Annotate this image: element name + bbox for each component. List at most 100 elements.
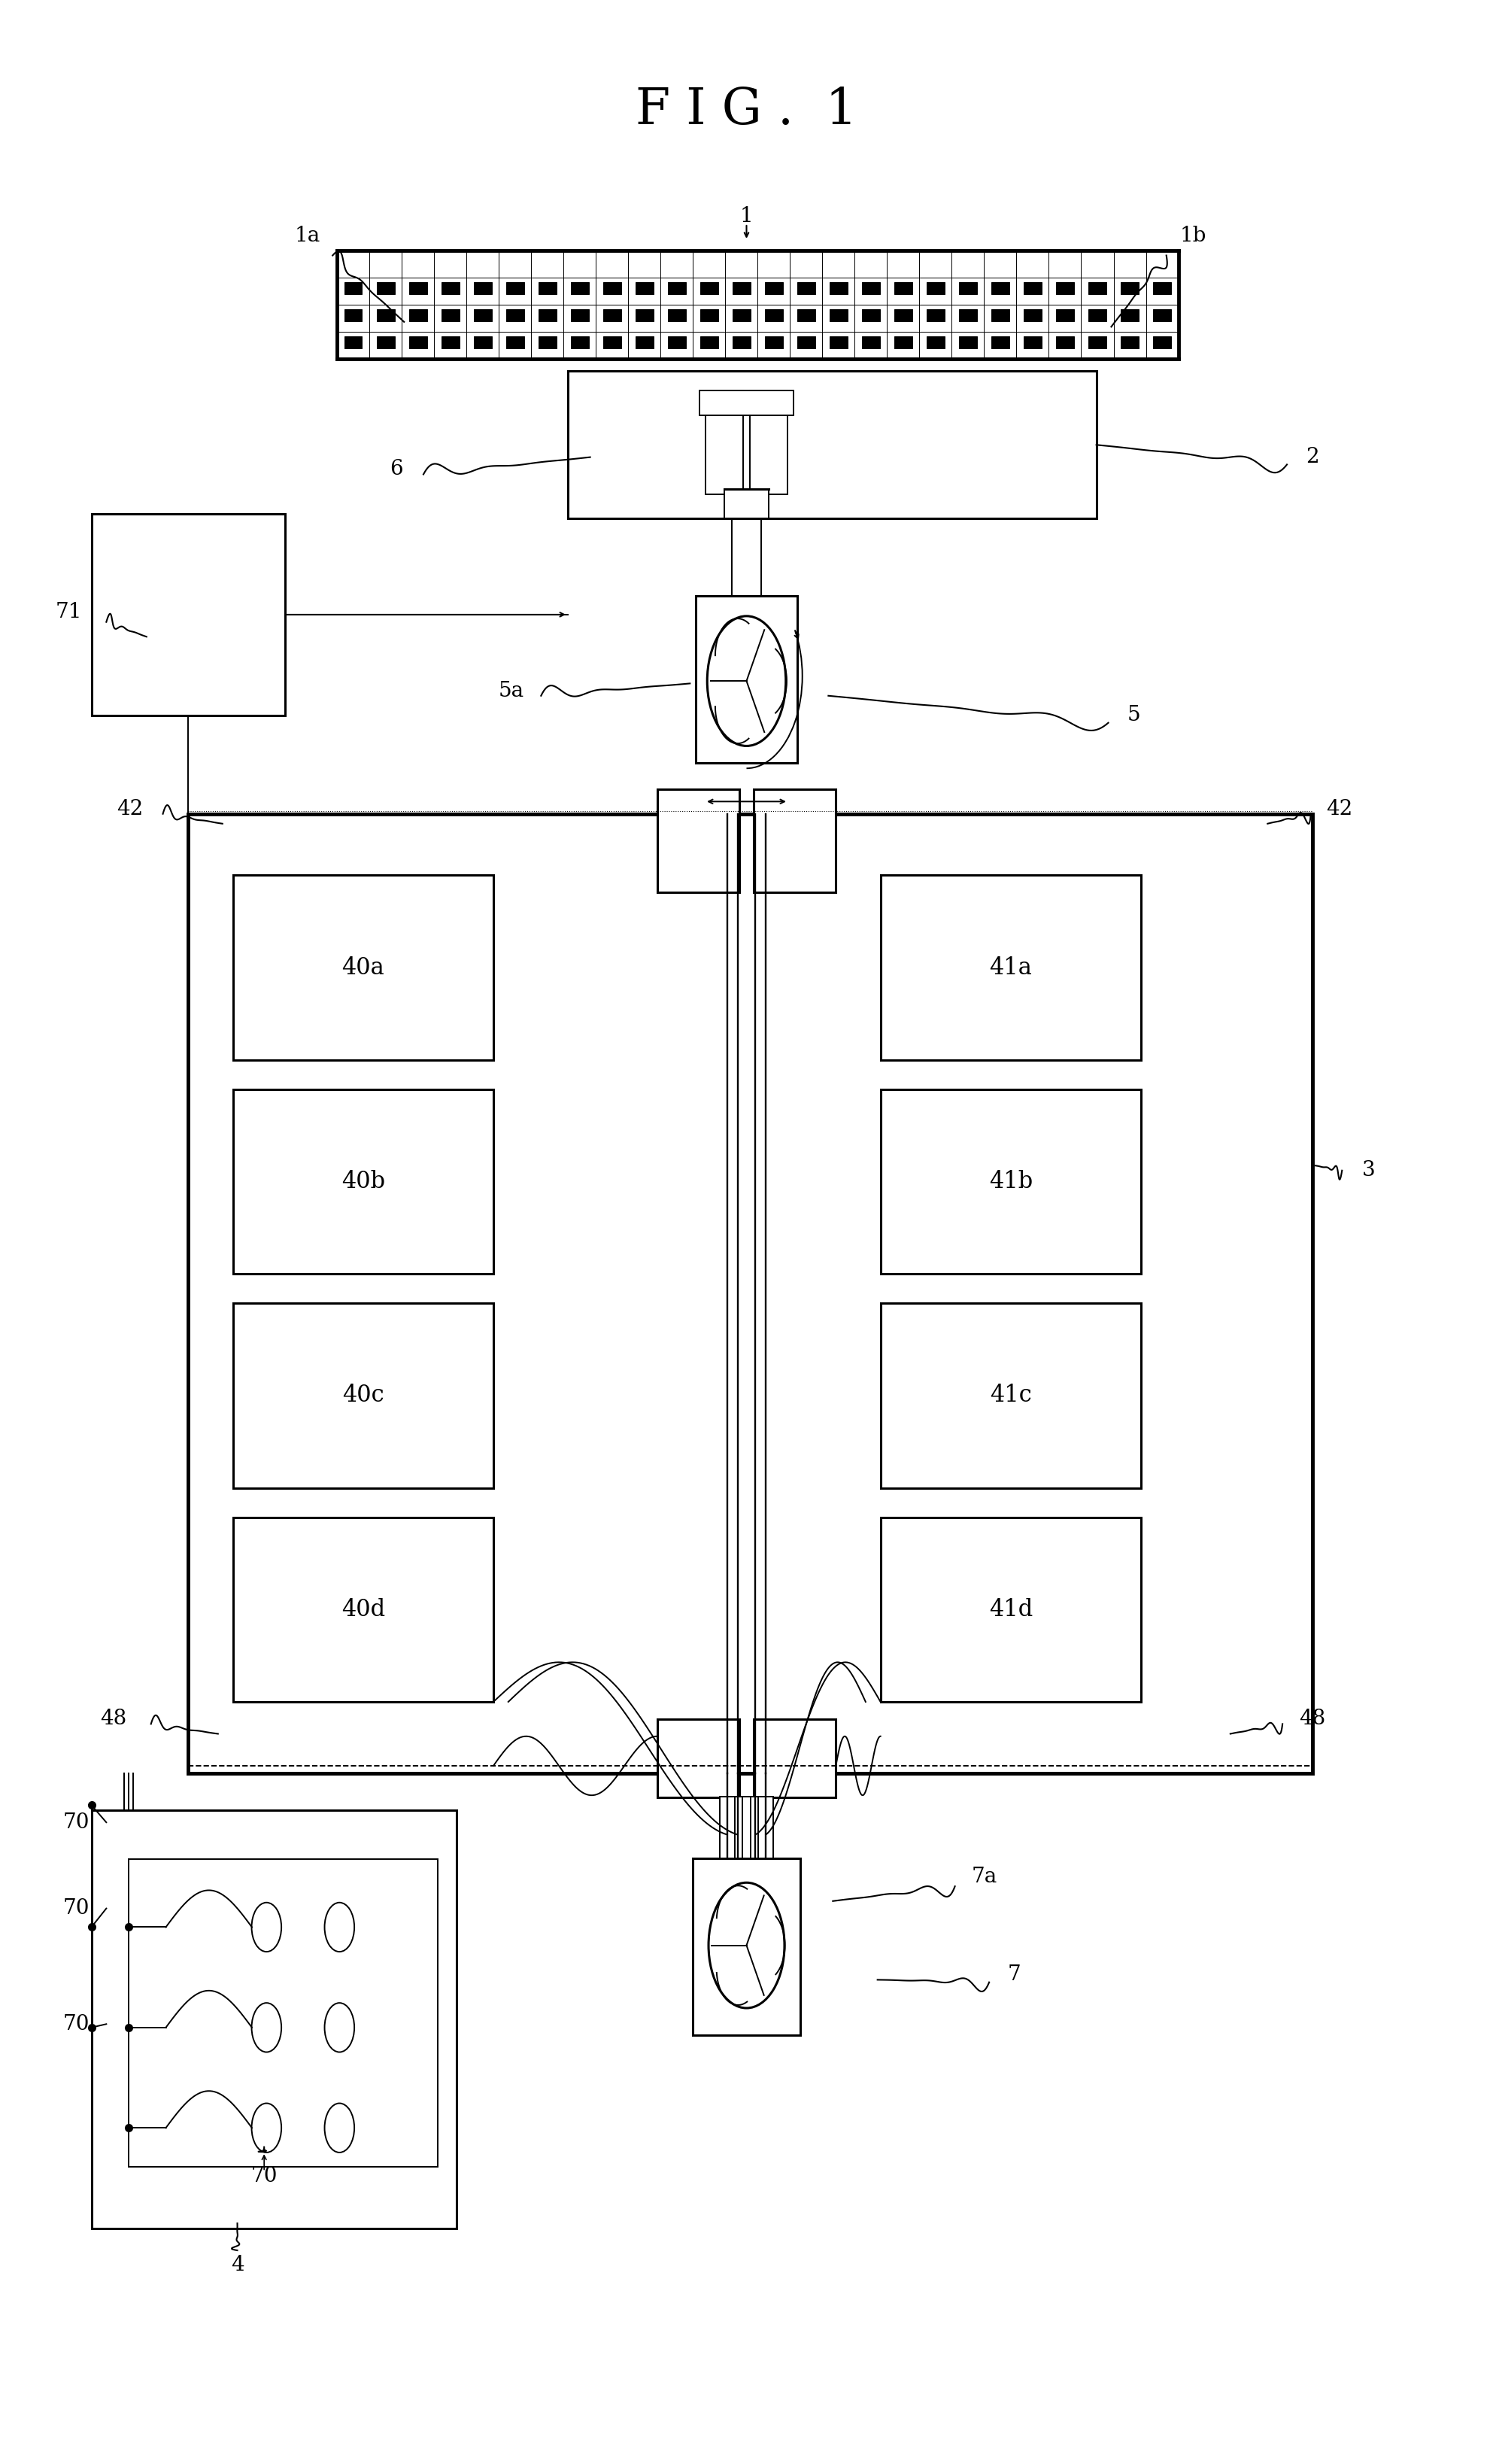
Text: 40b: 40b	[342, 1170, 385, 1193]
Bar	[1153, 310, 1171, 323]
Bar	[706, 392, 744, 495]
Bar	[233, 1518, 493, 1703]
Bar	[1153, 283, 1171, 296]
Text: 41a: 41a	[990, 956, 1032, 978]
Bar	[881, 1089, 1141, 1274]
Bar	[570, 338, 588, 347]
Bar	[1024, 310, 1042, 323]
Bar	[720, 1796, 742, 1858]
Bar	[667, 283, 685, 296]
Bar	[1088, 310, 1106, 323]
Bar	[861, 310, 879, 323]
Bar	[539, 338, 557, 347]
Bar	[506, 338, 524, 347]
Bar	[1056, 283, 1073, 296]
Bar	[442, 310, 460, 323]
Bar	[724, 490, 769, 517]
Text: 42: 42	[116, 798, 143, 818]
Bar	[797, 283, 815, 296]
Bar	[409, 283, 427, 296]
Text: 40d: 40d	[342, 1599, 385, 1621]
Bar	[749, 392, 787, 495]
Bar	[1121, 283, 1139, 296]
Bar	[894, 283, 912, 296]
Bar	[188, 813, 1312, 1774]
Bar	[894, 310, 912, 323]
Bar	[1056, 338, 1073, 347]
Bar	[570, 310, 588, 323]
Bar	[764, 283, 782, 296]
Text: 2: 2	[1305, 446, 1318, 468]
Bar	[700, 338, 718, 347]
Bar	[1088, 338, 1106, 347]
Bar	[1088, 283, 1106, 296]
Bar	[830, 283, 848, 296]
Bar	[751, 1796, 773, 1858]
Bar	[657, 1720, 739, 1799]
Text: 71: 71	[55, 601, 82, 623]
Bar	[409, 338, 427, 347]
Bar	[700, 392, 793, 416]
Bar	[603, 310, 621, 323]
Bar	[567, 372, 1096, 517]
Text: 41c: 41c	[990, 1385, 1032, 1407]
Bar	[506, 310, 524, 323]
Bar	[881, 1518, 1141, 1703]
Bar	[345, 338, 363, 347]
Bar	[830, 338, 848, 347]
Bar	[636, 310, 654, 323]
Bar	[1024, 338, 1042, 347]
Bar	[442, 338, 460, 347]
Text: 5a: 5a	[499, 680, 524, 700]
Bar	[376, 338, 394, 347]
Bar	[1121, 338, 1139, 347]
Bar	[128, 1860, 437, 2166]
Bar	[861, 338, 879, 347]
Bar	[959, 283, 976, 296]
Text: 48: 48	[1299, 1710, 1326, 1730]
Bar	[473, 283, 491, 296]
Text: 70: 70	[63, 1811, 90, 1833]
Text: 7: 7	[1008, 1964, 1021, 1986]
Bar	[797, 310, 815, 323]
Bar	[1024, 283, 1042, 296]
Bar	[539, 310, 557, 323]
Text: 40c: 40c	[342, 1385, 384, 1407]
Text: 41d: 41d	[988, 1599, 1033, 1621]
Bar	[959, 338, 976, 347]
Bar	[657, 788, 739, 892]
Text: 70: 70	[63, 1897, 90, 1919]
Text: 70: 70	[63, 2013, 90, 2035]
Bar	[539, 283, 557, 296]
Bar	[991, 283, 1009, 296]
Bar	[700, 310, 718, 323]
Text: 3: 3	[1362, 1161, 1375, 1180]
Bar	[603, 338, 621, 347]
Bar	[636, 283, 654, 296]
Bar	[1153, 338, 1171, 347]
Bar	[409, 310, 427, 323]
Bar	[345, 310, 363, 323]
Bar	[693, 1858, 800, 2035]
Bar	[473, 338, 491, 347]
Bar	[764, 310, 782, 323]
Text: 40a: 40a	[342, 956, 385, 978]
Bar	[1056, 310, 1073, 323]
Bar	[442, 283, 460, 296]
Text: 6: 6	[390, 458, 403, 480]
Text: 1: 1	[741, 207, 752, 227]
Text: 48: 48	[100, 1710, 127, 1730]
Bar	[667, 310, 685, 323]
Bar	[233, 1089, 493, 1274]
Bar	[570, 283, 588, 296]
Text: 41b: 41b	[988, 1170, 1033, 1193]
Bar	[830, 310, 848, 323]
Bar	[881, 875, 1141, 1060]
Bar	[894, 338, 912, 347]
Bar	[376, 283, 394, 296]
Text: 4: 4	[231, 2255, 243, 2274]
Text: 1a: 1a	[294, 227, 320, 246]
Bar	[991, 338, 1009, 347]
Bar	[636, 338, 654, 347]
Bar	[91, 1811, 457, 2227]
